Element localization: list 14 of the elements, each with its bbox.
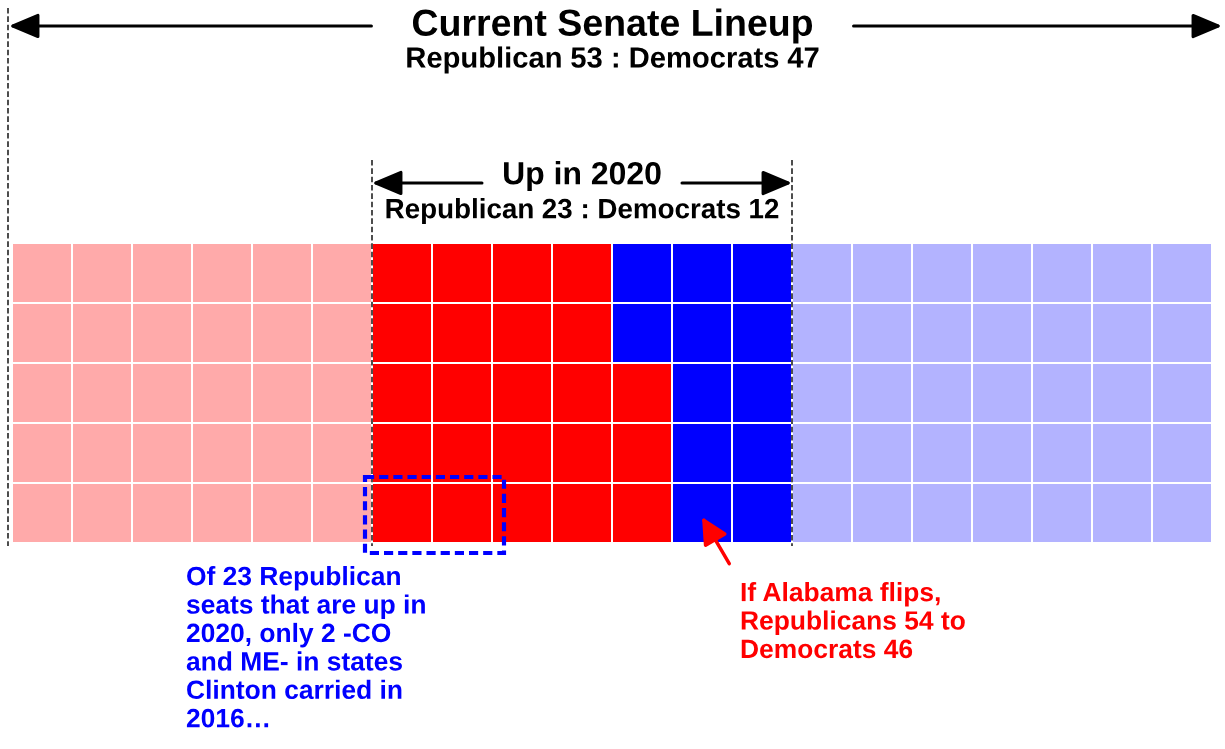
text: If Alabama flips, Republicans 54 to Democrats 46 bbox=[741, 582, 965, 659]
text: : bbox=[583, 204, 588, 219]
category-label: Republican bbox=[407, 46, 561, 74]
data-label: 12 bbox=[750, 198, 779, 219]
data-label: 53 bbox=[571, 47, 602, 68]
category-label: Republican bbox=[386, 198, 533, 224]
data-label: 47 bbox=[787, 47, 819, 68]
text: : bbox=[613, 52, 618, 68]
category-label: Democrats bbox=[599, 199, 740, 219]
data-label: 23 bbox=[542, 198, 572, 219]
text: Up in 2020 bbox=[504, 161, 661, 191]
text: Of 23 Republican seats that are up in 2020, only 2 -CO and ME- in states Clinton carried in 2016… bbox=[186, 566, 425, 728]
text: Current Senate Lineup bbox=[412, 8, 813, 44]
category-label: Democrats bbox=[630, 47, 779, 68]
